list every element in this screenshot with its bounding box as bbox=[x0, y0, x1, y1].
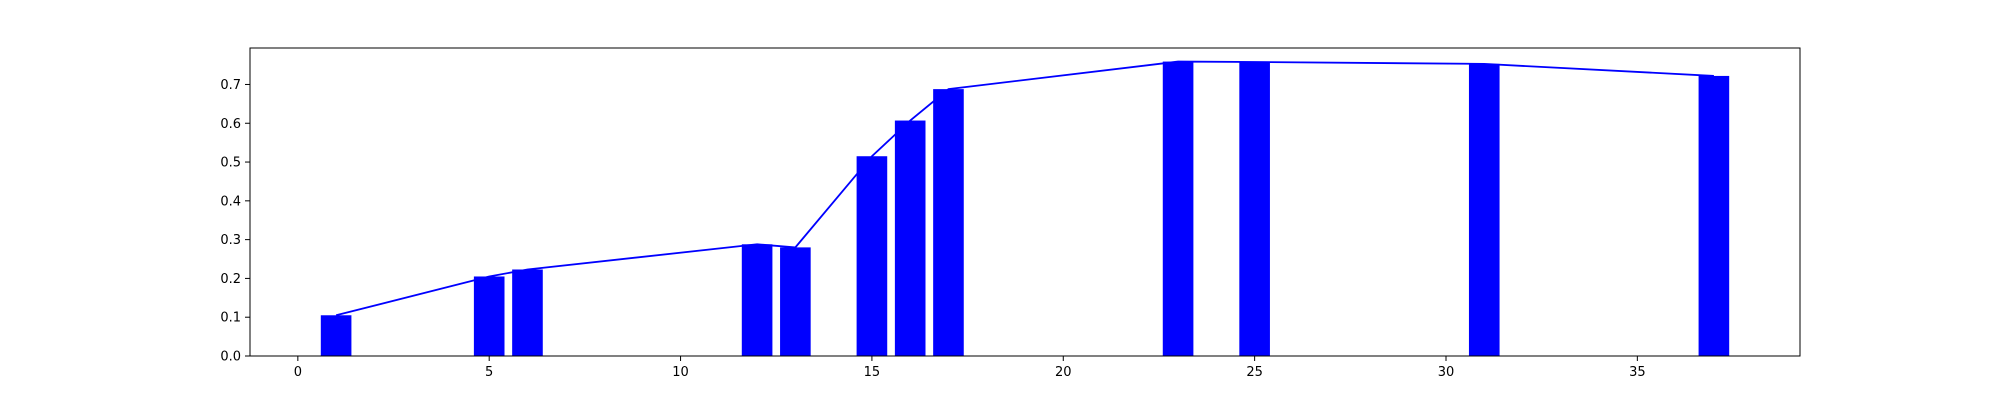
bar-5 bbox=[473, 276, 505, 356]
y-tick-label: 0.4 bbox=[220, 194, 241, 209]
y-tick-label: 0.7 bbox=[220, 78, 241, 93]
x-tick-label: 10 bbox=[672, 365, 689, 380]
y-axis: 0.0 0.1 0.2 0.3 0.4 0.5 0.6 0.7 bbox=[220, 78, 250, 365]
bar-25 bbox=[1239, 61, 1270, 357]
series-line bbox=[335, 60, 1714, 317]
x-tick-label: 35 bbox=[1629, 365, 1646, 380]
x-tick-label: 20 bbox=[1055, 365, 1072, 380]
x-axis: 0 5 10 15 20 25 30 35 bbox=[294, 356, 1646, 380]
y-tick-label: 0.0 bbox=[220, 350, 241, 365]
bar-6 bbox=[512, 269, 543, 356]
x-tick-label: 30 bbox=[1438, 365, 1455, 380]
bar-23 bbox=[1162, 61, 1194, 356]
y-tick-label: 0.5 bbox=[220, 156, 241, 171]
bar-12 bbox=[741, 244, 773, 356]
x-tick-label: 15 bbox=[864, 365, 881, 380]
bars-layer bbox=[320, 61, 1730, 357]
bar-17 bbox=[933, 89, 964, 357]
bar-16 bbox=[894, 120, 926, 357]
axes-frame bbox=[249, 47, 1801, 357]
line-layer bbox=[335, 60, 1714, 317]
bar-31 bbox=[1468, 63, 1500, 356]
bar-13 bbox=[780, 247, 811, 356]
y-tick-label: 0.2 bbox=[220, 272, 241, 287]
y-tick-label: 0.6 bbox=[220, 117, 241, 132]
bar-15 bbox=[856, 156, 888, 356]
bar-1 bbox=[320, 315, 352, 356]
y-tick-label: 0.1 bbox=[220, 311, 241, 326]
x-tick-label: 5 bbox=[485, 365, 493, 380]
bar-37 bbox=[1698, 75, 1730, 356]
x-tick-label: 25 bbox=[1246, 365, 1263, 380]
x-tick-label: 0 bbox=[294, 365, 302, 380]
y-tick-label: 0.3 bbox=[220, 233, 241, 248]
